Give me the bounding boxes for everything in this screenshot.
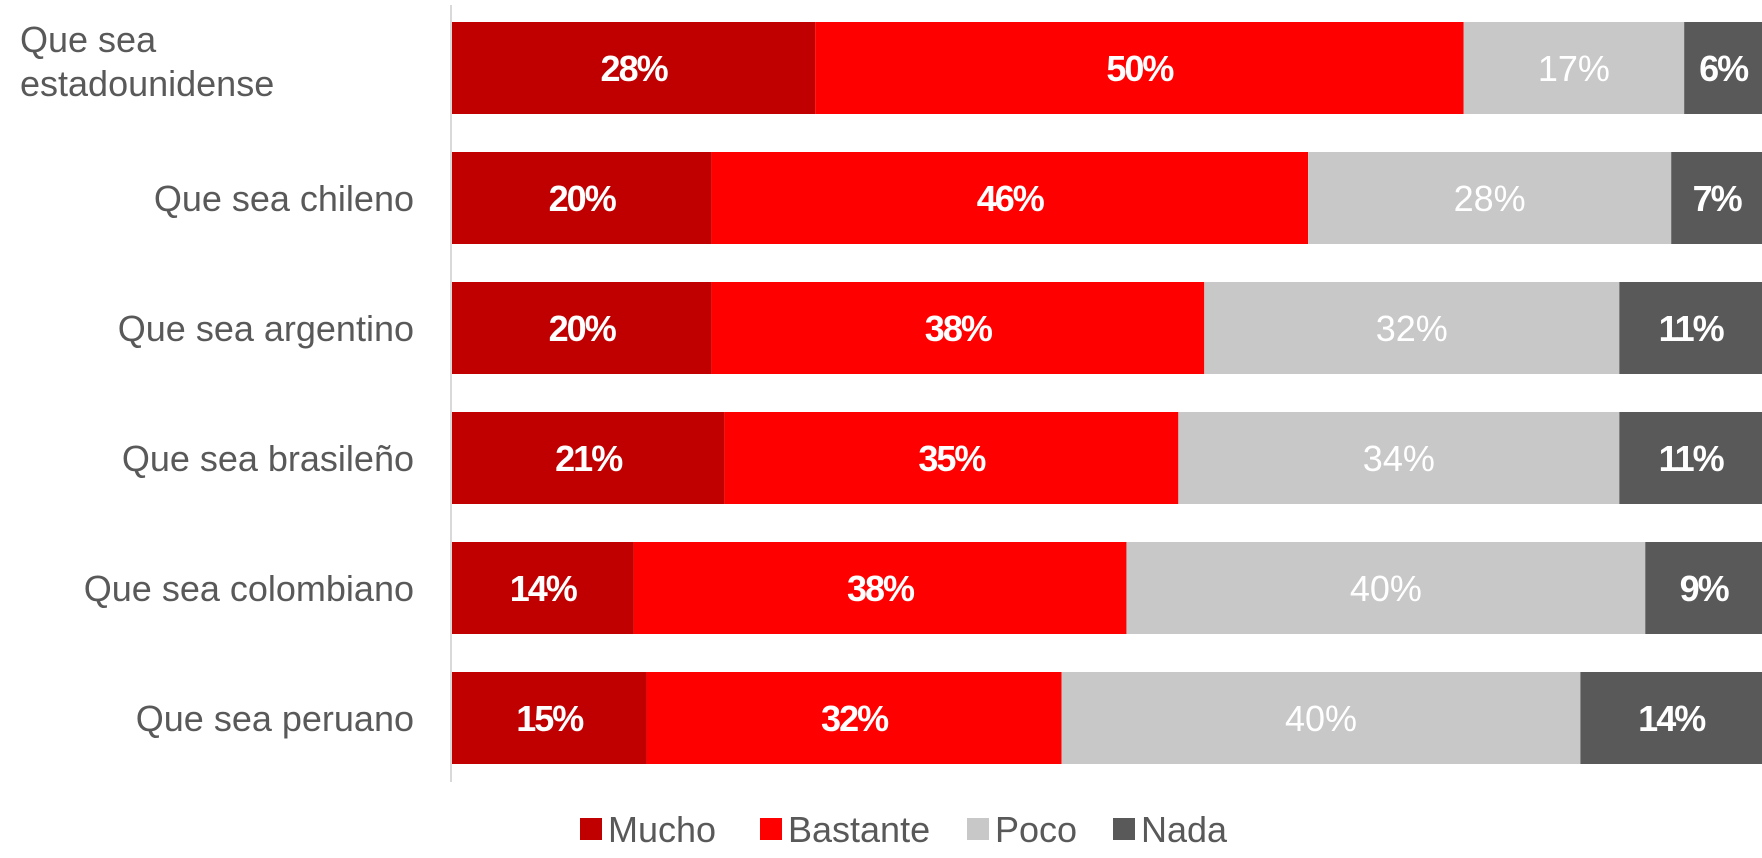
bar-segment-poco-que-sea-colombiano bbox=[1126, 542, 1646, 634]
bar-segment-bastante-que-sea-colombiano bbox=[633, 542, 1127, 634]
bar-segment-poco-que-sea-estadounidense bbox=[1463, 22, 1685, 114]
data-label-nada-que-sea-estadounidense: 6% bbox=[1699, 48, 1749, 89]
legend-swatch-poco bbox=[967, 818, 989, 840]
bar-segment-bastante-que-sea-chileno bbox=[711, 152, 1309, 244]
data-label-bastante-que-sea-colombiano: 38% bbox=[847, 568, 915, 609]
data-label-nada-que-sea-brasileno: 11% bbox=[1659, 438, 1725, 479]
data-label-poco-que-sea-argentino: 32% bbox=[1376, 308, 1448, 349]
bar-segment-poco-que-sea-chileno bbox=[1308, 152, 1672, 244]
bar-segment-nada-que-sea-chileno bbox=[1671, 152, 1762, 244]
bar-segment-bastante-que-sea-estadounidense bbox=[815, 22, 1464, 114]
bar-segment-mucho-que-sea-estadounidense bbox=[452, 22, 816, 114]
data-label-mucho-que-sea-chileno: 20% bbox=[549, 178, 617, 219]
bar-segment-nada-que-sea-colombiano bbox=[1645, 542, 1762, 634]
bar-segment-mucho-que-sea-chileno bbox=[452, 152, 712, 244]
data-label-nada-que-sea-argentino: 11% bbox=[1659, 308, 1725, 349]
category-label-que-sea-brasileno: Que sea brasileño bbox=[122, 438, 414, 479]
data-label-nada-que-sea-peruano: 14% bbox=[1638, 698, 1706, 739]
data-label-bastante-que-sea-chileno: 46% bbox=[977, 178, 1045, 219]
data-label-mucho-que-sea-peruano: 15% bbox=[516, 698, 584, 739]
data-label-nada-que-sea-colombiano: 9% bbox=[1680, 568, 1730, 609]
bar-segment-poco-que-sea-brasileno bbox=[1178, 412, 1620, 504]
bar-segment-nada-que-sea-argentino bbox=[1619, 282, 1762, 374]
legend-swatch-nada bbox=[1113, 818, 1135, 840]
bar-segment-mucho-que-sea-brasileno bbox=[452, 412, 725, 504]
legend-label-nada: Nada bbox=[1141, 809, 1228, 850]
category-label-que-sea-estadounidense: Que sea estadounidense bbox=[20, 19, 274, 104]
bar-segment-bastante-que-sea-peruano bbox=[646, 672, 1062, 764]
data-label-bastante-que-sea-peruano: 32% bbox=[821, 698, 889, 739]
legend-label-mucho: Mucho bbox=[608, 809, 716, 850]
data-label-mucho-que-sea-argentino: 20% bbox=[549, 308, 617, 349]
category-label-que-sea-argentino: Que sea argentino bbox=[118, 308, 414, 349]
category-label-que-sea-peruano: Que sea peruano bbox=[136, 698, 414, 739]
legend-label-bastante: Bastante bbox=[788, 809, 930, 850]
bars-group: 28% 50% 17% 6% 20% 46% 28% 7% 20% 38% 32% 11% 21% 35%… bbox=[452, 22, 1762, 764]
data-label-poco-que-sea-estadounidense: 17% bbox=[1538, 48, 1610, 89]
bar-segment-poco-que-sea-peruano bbox=[1061, 672, 1581, 764]
data-label-bastante-que-sea-argentino: 38% bbox=[925, 308, 993, 349]
data-label-poco-que-sea-colombiano: 40% bbox=[1350, 568, 1422, 609]
legend-label-poco: Poco bbox=[995, 809, 1077, 850]
data-label-bastante-que-sea-brasileno: 35% bbox=[918, 438, 986, 479]
category-labels: Que sea estadounidense Que sea chileno Que … bbox=[20, 19, 414, 739]
data-label-mucho-que-sea-brasileno: 21% bbox=[555, 438, 623, 479]
data-label-nada-que-sea-chileno: 7% bbox=[1693, 178, 1743, 219]
data-label-mucho-que-sea-colombiano: 14% bbox=[510, 568, 578, 609]
data-label-poco-que-sea-brasileno: 34% bbox=[1363, 438, 1435, 479]
legend: Mucho Bastante Poco Nada bbox=[580, 809, 1228, 850]
bar-segment-poco-que-sea-argentino bbox=[1204, 282, 1620, 374]
legend-swatch-bastante bbox=[760, 818, 782, 840]
bar-segment-bastante-que-sea-argentino bbox=[711, 282, 1205, 374]
data-label-bastante-que-sea-estadounidense: 50% bbox=[1106, 48, 1174, 89]
legend-swatch-mucho bbox=[580, 818, 602, 840]
data-label-poco-que-sea-chileno: 28% bbox=[1454, 178, 1526, 219]
bar-segment-mucho-que-sea-argentino bbox=[452, 282, 712, 374]
category-label-que-sea-chileno: Que sea chileno bbox=[154, 178, 414, 219]
bar-segment-bastante-que-sea-brasileno bbox=[724, 412, 1179, 504]
bar-segment-mucho-que-sea-colombiano bbox=[452, 542, 634, 634]
category-label-que-sea-colombiano: Que sea colombiano bbox=[84, 568, 414, 609]
bar-segment-nada-que-sea-brasileno bbox=[1619, 412, 1762, 504]
bar-segment-nada-que-sea-peruano bbox=[1580, 672, 1762, 764]
bar-segment-mucho-que-sea-peruano bbox=[452, 672, 647, 764]
data-label-mucho-que-sea-estadounidense: 28% bbox=[601, 48, 669, 89]
data-label-poco-que-sea-peruano: 40% bbox=[1285, 698, 1357, 739]
bar-segment-nada-que-sea-estadounidense bbox=[1684, 22, 1762, 114]
